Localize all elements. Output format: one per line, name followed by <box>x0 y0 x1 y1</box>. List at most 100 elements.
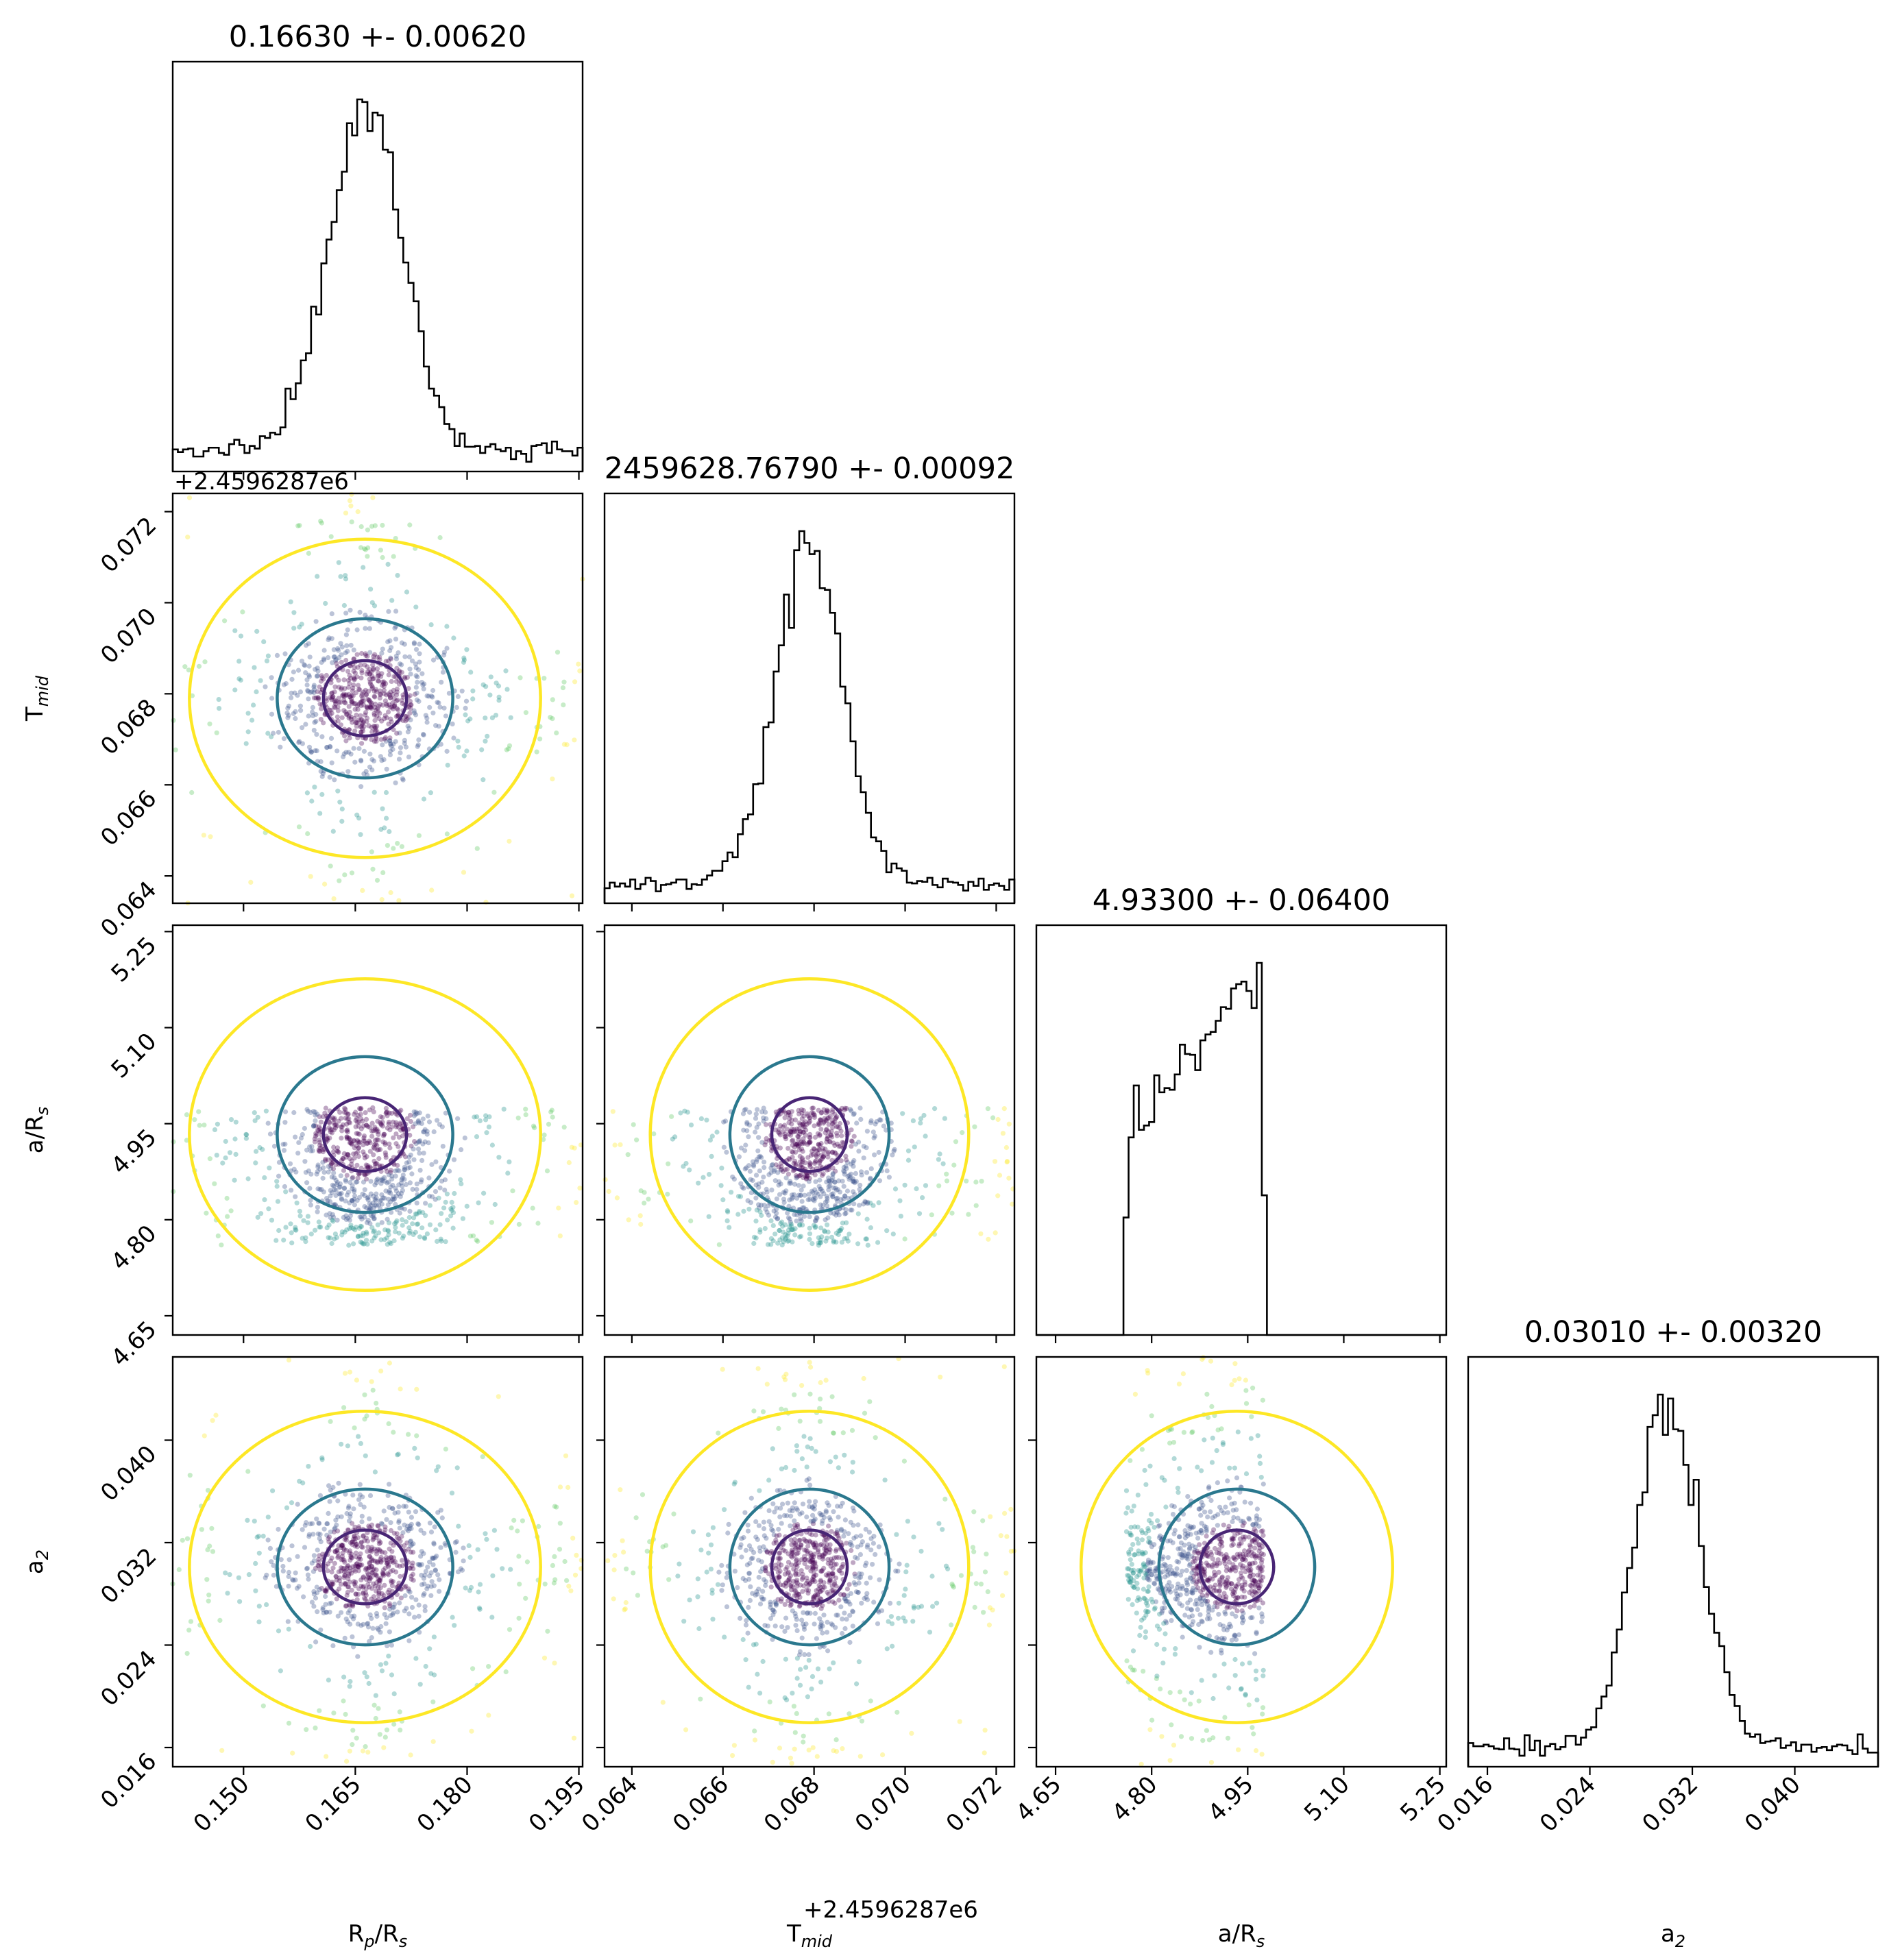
scatter-point <box>339 1116 344 1121</box>
scatter-point <box>450 1210 456 1215</box>
scatter-point <box>376 715 382 721</box>
scatter-point <box>411 1215 417 1221</box>
scatter-point <box>793 1161 799 1166</box>
scatter-point <box>378 1662 384 1667</box>
scatter-point <box>412 1445 417 1451</box>
scatter-point <box>759 1179 765 1185</box>
scatter-point <box>341 1151 347 1156</box>
scatter-point <box>464 748 470 754</box>
scatter-point <box>319 1187 324 1192</box>
scatter-point <box>336 1118 341 1124</box>
scatter-point <box>385 1559 391 1565</box>
scatter-point <box>388 1569 393 1574</box>
scatter-point <box>367 1554 373 1559</box>
scatter-point <box>938 1374 943 1380</box>
scatter-point <box>388 716 393 722</box>
scatter-point <box>848 1591 853 1596</box>
scatter-point <box>391 1604 397 1610</box>
scatter-point <box>810 1540 816 1545</box>
scatter-point <box>388 1190 393 1196</box>
scatter-point <box>756 1121 762 1127</box>
scatter-point <box>289 695 294 700</box>
scatter-point <box>365 704 370 709</box>
scatter-point <box>345 1505 351 1510</box>
scatter-point <box>470 1233 476 1238</box>
scatter-point <box>366 1565 372 1571</box>
scatter-point <box>391 1430 396 1435</box>
scatter-point <box>1202 1437 1207 1443</box>
scatter-point <box>437 1222 443 1227</box>
scatter-point <box>785 1238 791 1244</box>
scatter-point <box>313 1131 319 1136</box>
scatter-point <box>1123 1510 1129 1516</box>
scatter-point <box>792 1500 797 1506</box>
scatter-point <box>269 1217 275 1223</box>
scatter-point <box>884 1228 890 1234</box>
scatter-point <box>389 1643 395 1648</box>
scatter-point <box>387 1482 392 1487</box>
scatter-point <box>378 1540 383 1545</box>
scatter-point <box>966 1212 971 1217</box>
scatter-point <box>390 1579 395 1584</box>
scatter-point <box>262 1175 267 1181</box>
scatter-point <box>760 1191 766 1197</box>
scatter-point <box>820 1512 825 1517</box>
scatter-point <box>205 1488 211 1493</box>
scatter-point <box>854 1681 860 1687</box>
scatter-point <box>283 681 289 687</box>
scatter-point <box>388 1520 393 1526</box>
scatter-point <box>796 1147 802 1153</box>
scatter-point <box>760 1589 766 1594</box>
scatter-point <box>818 1194 823 1199</box>
scatter-point <box>794 1628 800 1633</box>
scatter-point <box>399 844 405 849</box>
scatter-point <box>831 1660 836 1665</box>
scatter-point <box>291 610 297 615</box>
scatter-point <box>790 1227 795 1232</box>
scatter-point <box>423 1569 429 1574</box>
scatter-point <box>756 1523 762 1528</box>
scatter-point <box>833 1625 838 1630</box>
scatter-point <box>392 626 398 631</box>
scatter-point <box>818 1237 823 1242</box>
scatter-point <box>424 1586 430 1591</box>
scatter-point <box>849 1144 854 1149</box>
scatter-point <box>377 1732 382 1737</box>
scatter-point <box>351 746 356 751</box>
scatter-point <box>253 1560 258 1566</box>
scatter-point <box>273 1584 279 1589</box>
scatter-point <box>202 1123 207 1128</box>
scatter-point <box>430 1562 436 1567</box>
scatter-point <box>792 1141 798 1147</box>
scatter-point <box>790 1195 796 1200</box>
scatter-point <box>297 523 302 528</box>
scatter-point <box>304 1180 310 1186</box>
scatter-point <box>333 1188 339 1193</box>
scatter-point <box>276 729 281 735</box>
scatter-point <box>369 686 375 691</box>
scatter-point <box>299 622 304 627</box>
scatter-point <box>365 669 371 674</box>
scatter-point <box>1230 1611 1235 1617</box>
scatter-point <box>439 679 444 685</box>
scatter-point <box>375 1559 380 1565</box>
scatter-point <box>348 1565 353 1571</box>
scatter-point <box>292 690 297 696</box>
scatter-point <box>750 1556 755 1561</box>
scatter-point <box>807 1225 812 1231</box>
scatter-point <box>833 1230 839 1236</box>
scatter-point <box>853 1179 859 1184</box>
scatter-point <box>372 1228 377 1234</box>
scatter-point <box>840 1500 845 1506</box>
scatter-point <box>378 1557 383 1563</box>
scatter-point <box>426 1175 432 1181</box>
scatter-point <box>326 1222 332 1227</box>
scatter-point <box>374 1400 379 1406</box>
scatter-point <box>287 1161 293 1166</box>
scatter-point <box>336 1569 341 1575</box>
scatter-point <box>755 1107 760 1112</box>
scatter-point <box>814 1588 819 1593</box>
scatter-point <box>215 1121 220 1127</box>
scatter-point <box>387 748 393 754</box>
scatter-point <box>755 1591 760 1597</box>
